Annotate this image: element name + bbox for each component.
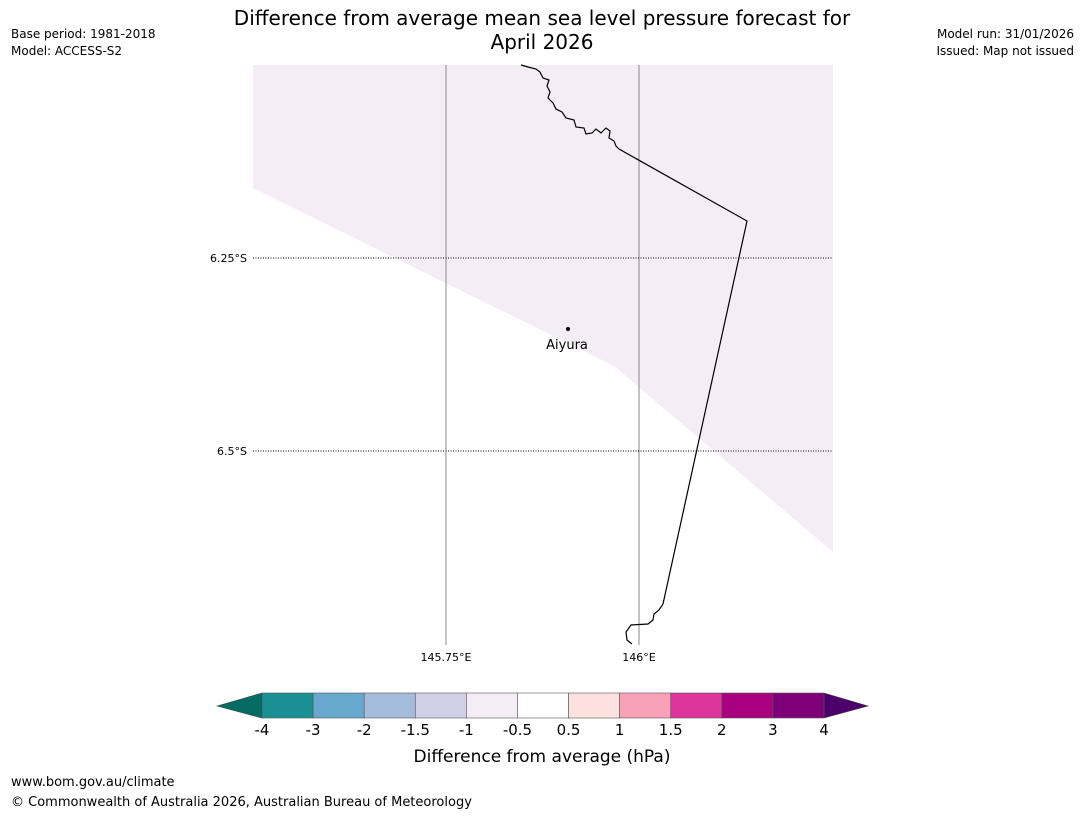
model-name: Model: ACCESS-S2 (11, 44, 123, 58)
footer-copyright: © Commonwealth of Australia 2026, Austra… (11, 795, 472, 810)
colorbar-tick-label: -1.5 (401, 721, 430, 739)
colorbar-swatch (568, 692, 620, 719)
issued-status: Issued: Map not issued (936, 44, 1074, 58)
lat-label-6-25: 6.25°S (210, 252, 247, 265)
colorbar-swatch (261, 692, 314, 719)
colorbar-tick-label: -4 (255, 721, 270, 739)
meta-left: Base period: 1981-2018 Model: ACCESS-S2 (11, 26, 156, 60)
colorbar-label: Difference from average (hPa) (414, 747, 671, 767)
border-line (520, 64, 748, 645)
lon-label-146: 146°E (622, 651, 655, 664)
colorbar-swatch (517, 692, 569, 719)
lon-label-145-75: 145.75°E (421, 651, 472, 664)
colorbar-under-arrow (215, 692, 263, 719)
colorbar-tick-label: 4 (819, 721, 829, 739)
colorbar-tick-label: 3 (768, 721, 778, 739)
colorbar-tick-label: 1 (615, 721, 625, 739)
colorbar-swatch (670, 692, 723, 719)
title-line-2: April 2026 (490, 30, 594, 54)
meta-right: Model run: 31/01/2026 Issued: Map not is… (936, 26, 1074, 60)
colorbar-swatch (312, 692, 365, 719)
colorbar-swatch (619, 692, 672, 719)
lat-label-6-5: 6.5°S (217, 445, 247, 458)
colorbar-over-arrow (823, 692, 870, 719)
chart-title: Difference from average mean sea level p… (142, 6, 942, 54)
colorbar-tick-label: -3 (306, 721, 321, 739)
colorbar-tick-label: -2 (357, 721, 372, 739)
base-period: Base period: 1981-2018 (11, 27, 156, 41)
anomaly-shaded-region (253, 65, 833, 552)
colorbar-tick-label: 0.5 (557, 721, 581, 739)
place-label-aiyura: Aiyura (546, 338, 588, 353)
colorbar-tick-label: 2 (717, 721, 727, 739)
colorbar-tick-label: 1.5 (659, 721, 683, 739)
colorbar-tick-label: -0.5 (503, 721, 532, 739)
footer-url: www.bom.gov.au/climate (11, 775, 175, 790)
colorbar-swatch (363, 692, 416, 719)
colorbar-tick-label: -1 (459, 721, 474, 739)
colorbar: -4 -3 -2 -1.5 -1 -0.5 0.5 1 1.5 2 3 4 (215, 692, 870, 739)
aiyura-marker (566, 327, 570, 331)
model-run: Model run: 31/01/2026 (936, 27, 1074, 41)
colorbar-swatch (466, 692, 518, 719)
colorbar-swatch (414, 692, 467, 719)
colorbar-swatch (772, 692, 825, 719)
title-line-1: Difference from average mean sea level p… (233, 6, 851, 30)
colorbar-swatch (721, 692, 774, 719)
